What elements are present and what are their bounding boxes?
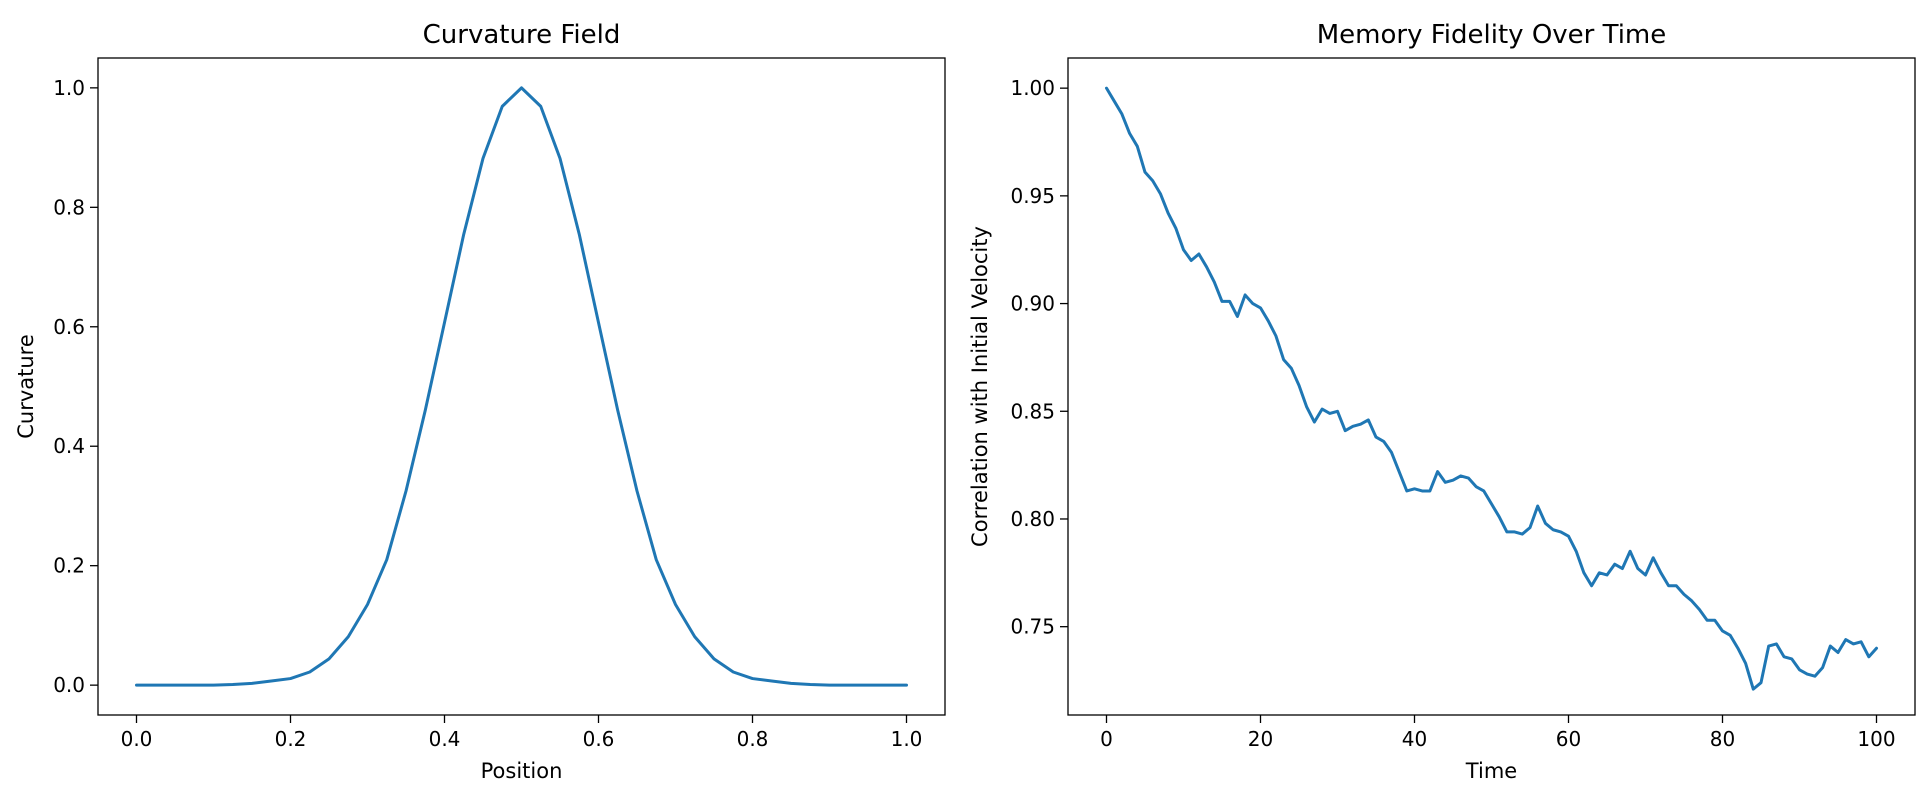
y-tick-label: 0.8 [53,195,85,219]
axes-frame [1067,57,1916,716]
axes-frame [97,57,946,716]
x-tick-label: 0.6 [583,727,615,751]
x-tick-label: 0.8 [737,727,769,751]
y-tick-label: 0.6 [53,315,85,339]
x-tick-label: 0.0 [121,727,153,751]
y-tick-label: 0.4 [53,434,85,458]
y-tick-label: 0.85 [1010,399,1055,423]
y-tick-label: 0.0 [53,673,85,697]
x-axis-label: Time [1465,759,1517,783]
x-tick-label: 40 [1402,727,1427,751]
x-tick-label: 1.0 [891,727,923,751]
x-tick-label: 100 [1857,727,1895,751]
y-tick-label: 1.0 [53,76,85,100]
curvature-field-panel: Curvature Field Position Curvature 0.0 0.… [14,20,946,783]
x-tick-label: 0.2 [275,727,307,751]
series-line-curvature [135,86,908,687]
y-axis-label: Curvature [14,334,38,439]
y-tick-label: 0.75 [1010,615,1055,639]
x-tick-label: 0 [1100,727,1113,751]
y-axis-label: Correlation with Initial Velocity [968,226,992,547]
x-tick-label: 60 [1556,727,1581,751]
y-tick-label: 0.95 [1010,184,1055,208]
chart-title: Curvature Field [423,20,621,50]
y-tick-label: 1.00 [1010,76,1055,100]
x-tick-label: 80 [1710,727,1735,751]
x-tick-label: 0.4 [429,727,461,751]
memory-fidelity-panel: Memory Fidelity Over Time Time Correlati… [968,20,1916,783]
y-tick-label: 0.80 [1010,507,1055,531]
y-tick-label: 0.90 [1010,292,1055,316]
x-axis-label: Position [481,759,563,783]
chart-title: Memory Fidelity Over Time [1317,20,1667,50]
series-line-correlation [1105,86,1878,691]
x-tick-label: 20 [1248,727,1273,751]
y-tick-label: 0.2 [53,554,85,578]
